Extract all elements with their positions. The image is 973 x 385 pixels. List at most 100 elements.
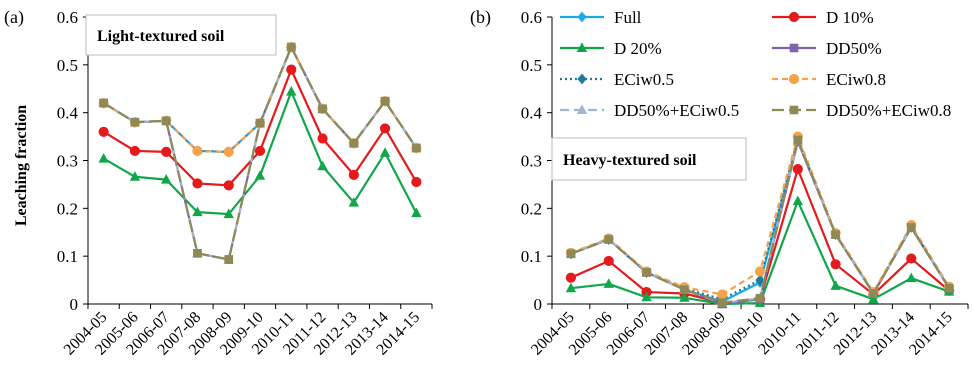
data-point xyxy=(603,255,614,267)
panel-label: (b) xyxy=(470,7,491,28)
data-point xyxy=(680,285,689,294)
y-tick-label: 0.3 xyxy=(57,152,78,171)
data-point xyxy=(223,208,234,219)
series-line xyxy=(103,46,418,153)
series-line xyxy=(570,200,950,306)
series-line xyxy=(103,46,418,153)
title-box xyxy=(551,137,747,181)
data-point xyxy=(792,195,804,206)
series-line xyxy=(103,46,418,153)
data-point xyxy=(129,171,141,181)
data-point xyxy=(566,249,576,259)
legend-marker xyxy=(577,11,587,23)
data-point xyxy=(379,123,391,134)
data-point xyxy=(793,135,803,145)
data-point xyxy=(603,278,614,288)
data-point xyxy=(906,223,916,232)
data-point xyxy=(224,255,234,264)
y-tick-label: 0 xyxy=(70,295,79,314)
title-box xyxy=(85,14,277,56)
data-point xyxy=(831,230,840,239)
panel-light-textured: 00.10.20.30.40.50.62004-052005-062006-07… xyxy=(4,7,433,359)
y-tick-label: 0.3 xyxy=(521,152,542,171)
y-tick-label: 0 xyxy=(534,295,543,314)
legend-marker xyxy=(576,42,588,52)
y-tick-label: 0.2 xyxy=(57,199,78,218)
panel-title: Light-textured soil xyxy=(97,28,225,45)
data-point xyxy=(754,266,766,277)
legend-marker xyxy=(577,73,587,85)
y-tick-label: 0.6 xyxy=(521,8,542,27)
data-point xyxy=(830,280,841,290)
data-point xyxy=(255,118,265,128)
data-point xyxy=(755,293,765,303)
legend-marker xyxy=(576,104,588,114)
y-tick-label: 0.5 xyxy=(521,56,542,75)
legend-marker xyxy=(788,11,800,23)
data-point xyxy=(317,160,328,171)
y-tick-label: 0.4 xyxy=(521,104,543,123)
data-point xyxy=(944,283,954,293)
data-point xyxy=(317,133,328,144)
legend-label: DD50%+ECiw0.8 xyxy=(826,101,951,120)
legend-label: DD50% xyxy=(826,39,882,58)
legend-marker xyxy=(789,105,799,115)
data-point xyxy=(717,298,727,307)
data-point xyxy=(679,292,690,302)
y-tick-label: 0.1 xyxy=(521,247,542,266)
data-point xyxy=(411,176,422,188)
data-point xyxy=(130,117,140,127)
data-point xyxy=(604,235,614,244)
y-axis-label: Leaching fraction xyxy=(13,105,30,226)
data-point xyxy=(830,259,841,270)
data-point xyxy=(193,248,202,258)
data-point xyxy=(792,164,803,175)
data-point xyxy=(641,291,652,302)
panel-heavy-textured: 00.10.20.30.40.50.62004-052005-062006-07… xyxy=(470,7,969,359)
data-point xyxy=(869,289,878,298)
data-point xyxy=(565,282,577,293)
data-point xyxy=(412,143,421,153)
data-point xyxy=(161,116,171,126)
data-point xyxy=(348,196,360,207)
data-point xyxy=(98,126,109,137)
y-tick-label: 0.5 xyxy=(57,56,78,75)
data-point xyxy=(286,86,297,96)
data-point xyxy=(192,206,203,217)
legend-marker xyxy=(788,73,800,85)
legend: Full D 10% D 20% DD50% ECiw0.5 ECiw0.8 DD50%+E… xyxy=(560,8,951,120)
data-point xyxy=(192,145,203,157)
legend-label: ECiw0.8 xyxy=(826,70,886,89)
panel-label: (a) xyxy=(4,7,24,28)
legend-label: ECiw0.5 xyxy=(614,70,674,89)
data-point xyxy=(565,272,577,283)
data-point xyxy=(129,145,141,157)
data-point xyxy=(380,96,390,106)
data-point xyxy=(642,268,651,277)
data-point xyxy=(192,178,203,189)
legend-label: D 10% xyxy=(826,8,874,27)
data-point xyxy=(906,253,917,264)
legend-marker xyxy=(789,43,799,53)
data-point xyxy=(349,138,359,148)
data-point xyxy=(98,152,109,163)
y-tick-label: 0.2 xyxy=(521,199,542,218)
data-point xyxy=(286,42,296,52)
legend-label: DD50%+ECiw0.5 xyxy=(614,101,739,120)
y-tick-label: 0.4 xyxy=(57,104,79,123)
data-point xyxy=(411,207,422,218)
data-point xyxy=(379,147,391,157)
data-point xyxy=(286,64,297,75)
x-tick-label: 2014-15 xyxy=(906,309,956,359)
panel-title: Heavy-textured soil xyxy=(563,152,697,169)
data-point xyxy=(755,274,765,286)
data-point xyxy=(906,272,917,283)
data-point xyxy=(348,169,359,180)
data-point xyxy=(223,146,234,157)
y-tick-label: 0.1 xyxy=(57,247,78,266)
legend-label: Full xyxy=(614,8,642,27)
data-point xyxy=(254,145,266,157)
data-point xyxy=(99,98,108,108)
